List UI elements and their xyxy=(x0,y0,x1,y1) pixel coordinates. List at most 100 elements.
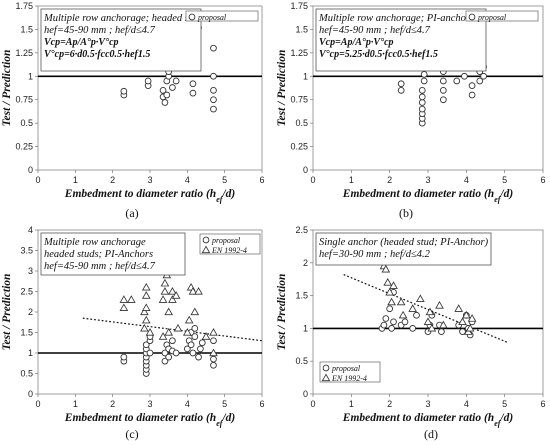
data-point-circle xyxy=(438,328,445,336)
y-tick-label: 0.5 xyxy=(295,118,308,128)
x-tick-label: 0 xyxy=(35,399,40,409)
data-point-circle xyxy=(191,325,199,332)
data-point-circle xyxy=(144,77,152,85)
x-tick-label: 4 xyxy=(185,399,190,409)
data-point-triangle xyxy=(423,317,433,325)
data-point-triangle xyxy=(425,307,435,316)
panel-label: (b) xyxy=(399,206,413,220)
x-axis-label: Embedment to diameter ratio (hef/d) xyxy=(64,412,236,428)
panel-label: (d) xyxy=(424,427,438,441)
data-point-circle xyxy=(476,77,484,85)
series-en-1992-4 xyxy=(119,264,218,357)
data-point-circle xyxy=(191,333,199,340)
data-point-circle xyxy=(189,349,197,357)
data-point-circle xyxy=(397,86,405,94)
data-point-circle xyxy=(165,353,173,361)
y-tick-label: 1.75 xyxy=(15,1,33,11)
data-point-triangle xyxy=(141,282,151,291)
data-point-circle xyxy=(453,77,461,85)
y-tick-label: 1.75 xyxy=(290,1,308,11)
data-point-circle xyxy=(161,357,169,365)
legend: proposal xyxy=(465,10,539,22)
data-point-triangle xyxy=(389,281,398,289)
annotation-line: Single anchor (headed stud; PI-Anchor) xyxy=(319,237,489,248)
annotation-line: Vcp=Ap/A°p·V°cp xyxy=(319,37,394,48)
data-point-triangle xyxy=(160,287,170,295)
y-axis-label: Test / Prediction xyxy=(1,274,13,351)
y-tick-label: 2 xyxy=(28,307,33,317)
data-point-circle xyxy=(189,89,197,97)
data-point-circle xyxy=(210,361,217,369)
x-tick-label: 1 xyxy=(73,175,78,185)
annotation-line: Vcp=Ap/A°p·V°cp xyxy=(44,37,119,48)
data-point-triangle xyxy=(119,295,129,303)
y-tick-label: 1 xyxy=(28,348,33,358)
data-point-circle xyxy=(418,86,426,94)
x-tick-label: 4 xyxy=(464,399,469,409)
data-point-triangle xyxy=(398,310,408,319)
x-tick-label: 2 xyxy=(110,175,115,185)
data-point-triangle xyxy=(427,323,437,332)
x-tick-label: 3 xyxy=(147,175,152,185)
y-tick-label: 1 xyxy=(303,71,308,81)
data-point-triangle xyxy=(467,314,477,322)
data-point-circle xyxy=(397,80,405,88)
annotation-line: hef=45-90 mm ; hef/d≤4.7 xyxy=(44,261,156,272)
legend-circle-icon xyxy=(188,13,196,21)
data-point-triangle xyxy=(383,278,393,286)
y-tick-label: 2.5 xyxy=(20,287,33,297)
panel-b: 0 0.25 0.5 0.75 1 1.25 1.5 1.75 0 1 2 3 4 5 6 Embedment… xyxy=(276,1,546,220)
annotation-line: Multiple row anchorage; headed studs xyxy=(43,13,206,24)
x-tick-label: 1 xyxy=(73,399,78,409)
y-tick-label: 1 xyxy=(303,323,308,333)
series-en-1992-4 xyxy=(377,251,477,335)
data-point-triangle xyxy=(209,348,218,357)
x-tick-label: 0 xyxy=(35,175,40,185)
data-point-triangle xyxy=(140,307,149,316)
data-point-triangle xyxy=(462,310,471,319)
y-tick-label: 0.5 xyxy=(20,118,33,128)
data-point-circle xyxy=(142,341,150,349)
x-tick-label: 6 xyxy=(259,399,264,409)
y-tick-label: 1.5 xyxy=(295,291,308,301)
data-point-circle xyxy=(380,321,388,329)
data-point-triangle xyxy=(396,297,406,306)
y-axis-label: Test / Prediction xyxy=(276,274,288,351)
y-tick-label: 0 xyxy=(28,165,33,175)
x-tick-label: 6 xyxy=(540,175,545,185)
data-point-circle xyxy=(169,337,176,345)
legend-entry: EN 1992-4 xyxy=(331,374,367,383)
data-point-triangle xyxy=(168,287,177,295)
x-tick-label: 0 xyxy=(310,175,315,185)
legend-entry: proposal xyxy=(477,13,507,22)
data-point-triangle xyxy=(408,304,417,312)
data-point-circle xyxy=(163,91,171,99)
x-tick-label: 2 xyxy=(387,175,392,185)
x-tick-label: 5 xyxy=(222,175,227,185)
annotation-line: hef=45-90 mm ; hef/d≤4.7 xyxy=(319,25,431,36)
data-point-circle xyxy=(468,82,476,90)
data-point-circle xyxy=(161,99,169,106)
data-point-triangle xyxy=(164,328,173,336)
data-point-triangle xyxy=(194,287,203,295)
y-tick-label: 0.5 xyxy=(20,369,33,379)
data-point-circle xyxy=(418,105,426,113)
annotation-box xyxy=(40,8,202,72)
y-axis-label: Test / Prediction xyxy=(1,50,13,127)
data-point-circle xyxy=(420,77,428,85)
legend-box xyxy=(465,10,539,22)
annotation-box xyxy=(315,8,487,72)
data-point-circle xyxy=(187,341,195,349)
legend-box xyxy=(319,361,381,383)
data-point-triangle xyxy=(145,328,155,336)
data-point-triangle xyxy=(127,295,136,303)
data-point-triangle xyxy=(385,287,394,296)
x-axis-label: Embedment to diameter ratio (hef/d) xyxy=(64,188,236,204)
legend-box xyxy=(199,233,261,255)
data-point-triangle xyxy=(435,300,444,309)
data-point-circle xyxy=(210,72,217,80)
data-point-circle xyxy=(210,86,217,94)
data-point-circle xyxy=(210,44,217,52)
data-point-circle xyxy=(439,96,447,104)
